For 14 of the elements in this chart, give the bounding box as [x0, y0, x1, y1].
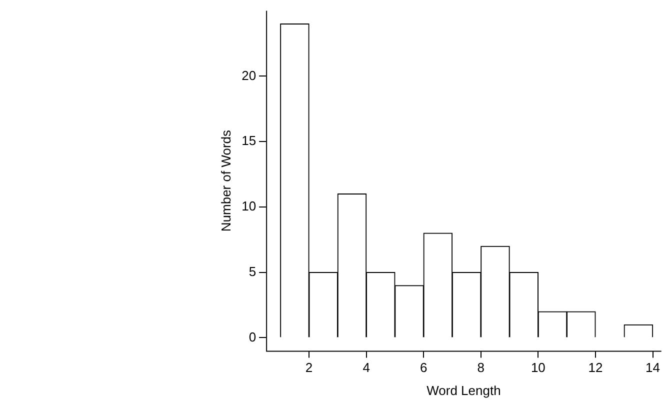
- x-tick-label: 12: [588, 360, 603, 376]
- x-tick-label: 14: [646, 360, 660, 376]
- y-tick-label: 5: [248, 264, 256, 279]
- y-tick-label: 15: [242, 133, 256, 148]
- x-axis-title: Word Length: [426, 382, 501, 398]
- x-tick-label: 10: [530, 360, 546, 376]
- y-axis-title: Number of Words: [218, 129, 234, 232]
- y-tick-label: 0: [248, 329, 256, 344]
- x-tick-label: 2: [305, 360, 313, 376]
- y-tick-label: 10: [242, 198, 256, 214]
- x-tick-label: 4: [362, 360, 370, 376]
- y-tick-label: 20: [242, 68, 256, 83]
- x-tick-label: 6: [420, 360, 428, 376]
- x-tick-label: 8: [477, 360, 485, 376]
